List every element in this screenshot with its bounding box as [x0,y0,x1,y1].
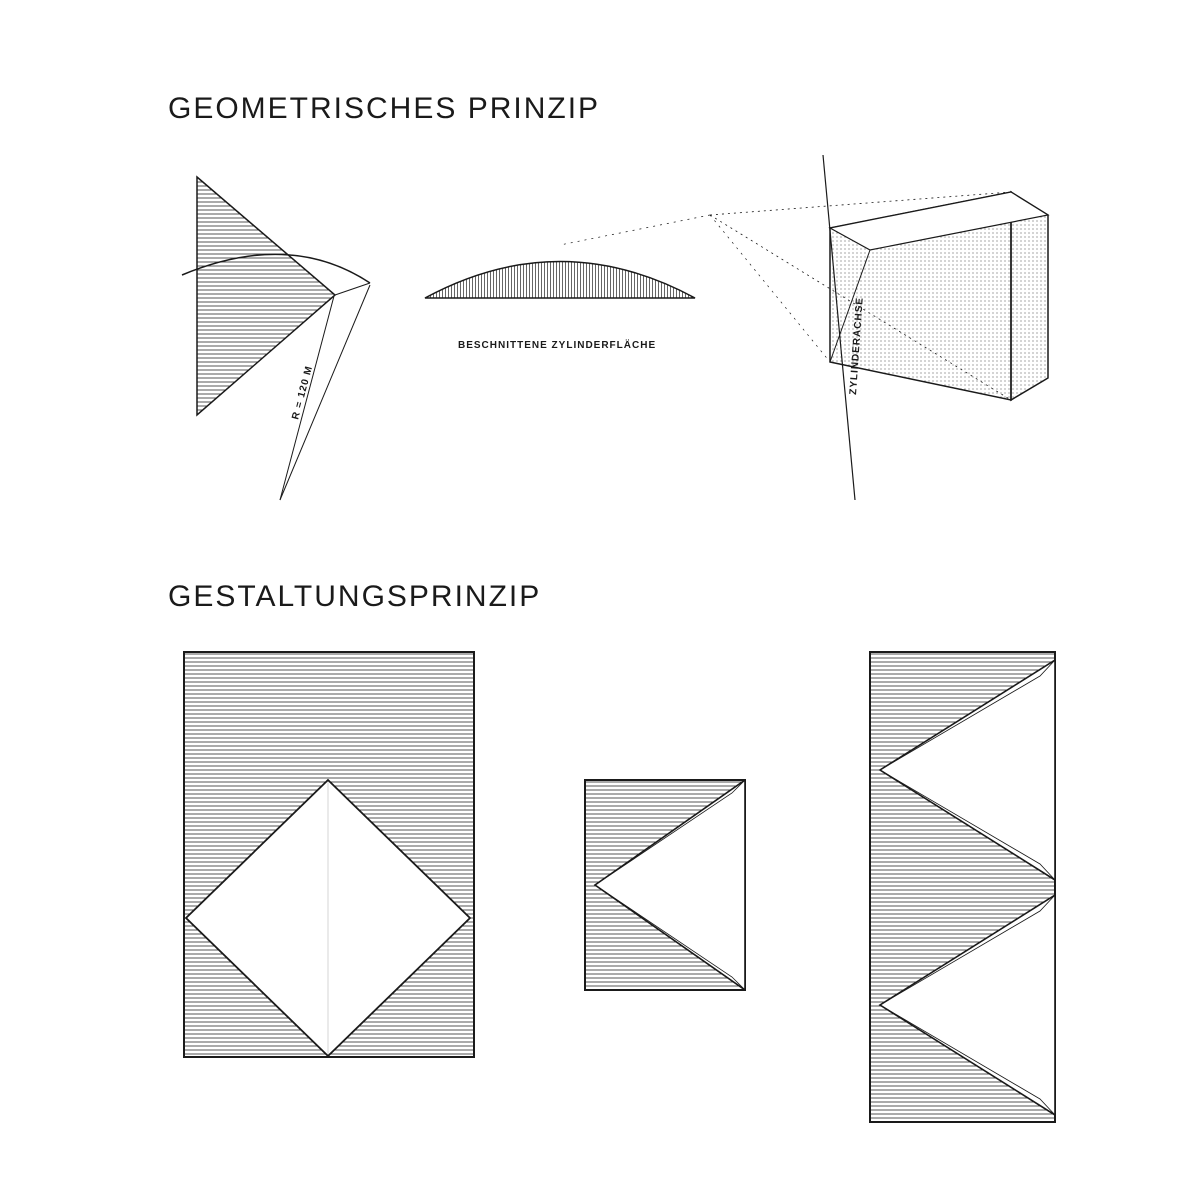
design-panel-a [184,652,474,1057]
design-panel-c [870,652,1055,1122]
page-root: GEOMETRISCHES PRINZIP GESTALTUNGSPRINZIP [0,0,1200,1200]
label-center-caption: BESCHNITTENE ZYLINDERFLÄCHE [458,338,656,351]
geom-right-wedge: ZYLINDERACHSE [560,155,1048,500]
geom-left-triangle: R = 120 M [182,177,370,500]
label-radius: R = 120 M [290,364,315,420]
geom-center-segment: BESCHNITTENE ZYLINDERFLÄCHE [425,262,695,352]
diagram-canvas: R = 120 M BESCHNITTENE ZYLINDERFLÄCHE ZY… [0,0,1200,1200]
design-panel-b [585,780,745,990]
